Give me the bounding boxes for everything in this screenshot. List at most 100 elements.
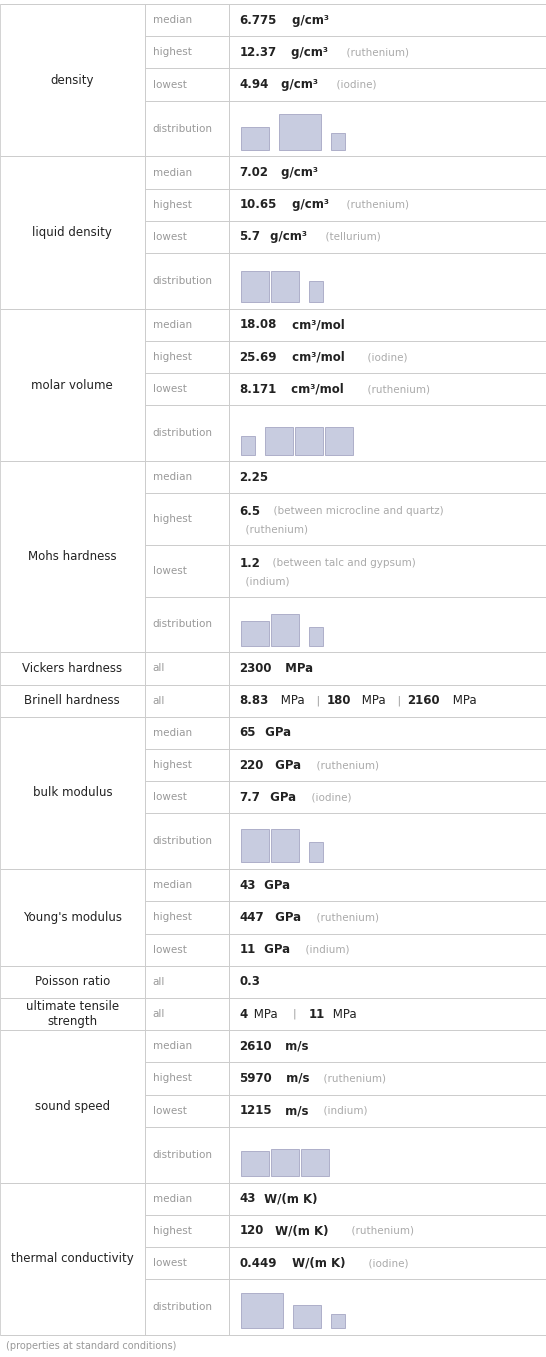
Text: GPa: GPa [260, 726, 290, 740]
Text: lowest: lowest [153, 384, 187, 395]
Text: distribution: distribution [153, 275, 213, 286]
Text: highest: highest [153, 514, 192, 524]
Text: (ruthenium): (ruthenium) [317, 1073, 386, 1083]
Text: (between talc and gypsum): (between talc and gypsum) [266, 558, 416, 569]
Bar [271, 829, 299, 863]
Text: median: median [153, 1194, 192, 1204]
Text: 5.7: 5.7 [239, 231, 260, 243]
Bar [265, 427, 293, 455]
Text: 11: 11 [239, 943, 256, 957]
Text: (indium): (indium) [299, 944, 349, 955]
Text: 43: 43 [239, 879, 256, 892]
Text: 2.25: 2.25 [239, 471, 269, 484]
Bar [241, 1151, 269, 1177]
Bar [310, 281, 323, 303]
Text: liquid density: liquid density [32, 227, 112, 239]
Text: 12.37: 12.37 [239, 46, 276, 58]
Text: 220: 220 [239, 759, 264, 772]
Text: MPa: MPa [449, 695, 477, 707]
Text: (ruthenium): (ruthenium) [345, 1225, 414, 1236]
Text: 0.449: 0.449 [239, 1257, 277, 1270]
Text: 2300: 2300 [239, 662, 272, 674]
Bar [241, 271, 269, 303]
Text: median: median [153, 727, 192, 738]
Text: 2610: 2610 [239, 1039, 272, 1053]
Text: g/cm³: g/cm³ [288, 14, 329, 27]
Text: Poisson ratio: Poisson ratio [35, 976, 110, 988]
Text: distribution: distribution [153, 1149, 213, 1160]
Text: W/(m K): W/(m K) [271, 1224, 328, 1238]
Text: 1215: 1215 [239, 1105, 272, 1117]
Text: (iodine): (iodine) [305, 792, 352, 802]
Text: 4: 4 [239, 1007, 247, 1020]
Text: Brinell hardness: Brinell hardness [25, 695, 120, 707]
Text: median: median [153, 320, 192, 330]
Text: 180: 180 [327, 695, 351, 707]
Text: median: median [153, 881, 192, 890]
Text: g/cm³: g/cm³ [288, 198, 329, 212]
Bar [310, 627, 323, 646]
Text: Vickers hardness: Vickers hardness [22, 662, 122, 674]
Text: MPa: MPa [277, 695, 305, 707]
Text: (iodine): (iodine) [361, 353, 407, 362]
Text: 6.775: 6.775 [239, 14, 277, 27]
Text: GPa: GPa [271, 759, 301, 772]
Text: Young's modulus: Young's modulus [23, 911, 122, 924]
Text: 0.3: 0.3 [239, 976, 260, 988]
Text: highest: highest [153, 47, 192, 57]
Text: 120: 120 [239, 1224, 264, 1238]
Text: 1.2: 1.2 [239, 556, 260, 570]
Text: (ruthenium): (ruthenium) [310, 760, 378, 769]
Text: (between microcline and quartz): (between microcline and quartz) [266, 506, 443, 517]
Bar [301, 1148, 329, 1177]
Text: 5970: 5970 [239, 1072, 272, 1086]
Text: lowest: lowest [153, 232, 187, 242]
Bar [280, 114, 321, 149]
Bar [241, 620, 269, 646]
Text: sound speed: sound speed [35, 1101, 110, 1113]
Text: distribution: distribution [153, 123, 213, 133]
Text: median: median [153, 15, 192, 24]
Text: 7.02: 7.02 [239, 166, 268, 179]
Text: 43: 43 [239, 1193, 256, 1205]
Text: 7.7: 7.7 [239, 791, 260, 803]
Text: g/cm³: g/cm³ [287, 46, 328, 58]
Text: cm³/mol: cm³/mol [287, 383, 344, 396]
Bar [241, 126, 269, 149]
Text: median: median [153, 167, 192, 178]
Text: density: density [51, 73, 94, 87]
Bar [325, 427, 353, 455]
Text: 25.69: 25.69 [239, 350, 277, 364]
Text: distribution: distribution [153, 1303, 213, 1312]
Text: GPa: GPa [271, 911, 301, 924]
Text: cm³/mol: cm³/mol [288, 350, 345, 364]
Text: MPa: MPa [281, 662, 313, 674]
Text: 447: 447 [239, 911, 264, 924]
Text: highest: highest [153, 1225, 192, 1236]
Text: lowest: lowest [153, 944, 187, 955]
Text: |: | [313, 695, 323, 706]
Bar [295, 427, 323, 455]
Text: median: median [153, 472, 192, 482]
Text: highest: highest [153, 353, 192, 362]
Text: distribution: distribution [153, 429, 213, 438]
Text: distribution: distribution [153, 836, 213, 847]
Text: W/(m K): W/(m K) [288, 1257, 345, 1270]
Text: g/cm³: g/cm³ [266, 231, 307, 243]
Text: (properties at standard conditions): (properties at standard conditions) [6, 1341, 176, 1352]
Text: 65: 65 [239, 726, 256, 740]
Text: (iodine): (iodine) [362, 1258, 408, 1267]
Text: 6.5: 6.5 [239, 505, 260, 518]
Text: |: | [394, 695, 404, 706]
Text: bulk modulus: bulk modulus [33, 787, 112, 799]
Text: all: all [153, 696, 165, 706]
Text: lowest: lowest [153, 792, 187, 802]
Text: ultimate tensile strength: ultimate tensile strength [26, 1000, 119, 1029]
Text: 8.171: 8.171 [239, 383, 277, 396]
Text: highest: highest [153, 760, 192, 769]
Text: MPa: MPa [358, 695, 385, 707]
Bar [331, 133, 345, 149]
Bar [271, 1148, 299, 1177]
Text: (iodine): (iodine) [330, 80, 377, 90]
Text: 8.83: 8.83 [239, 695, 269, 707]
